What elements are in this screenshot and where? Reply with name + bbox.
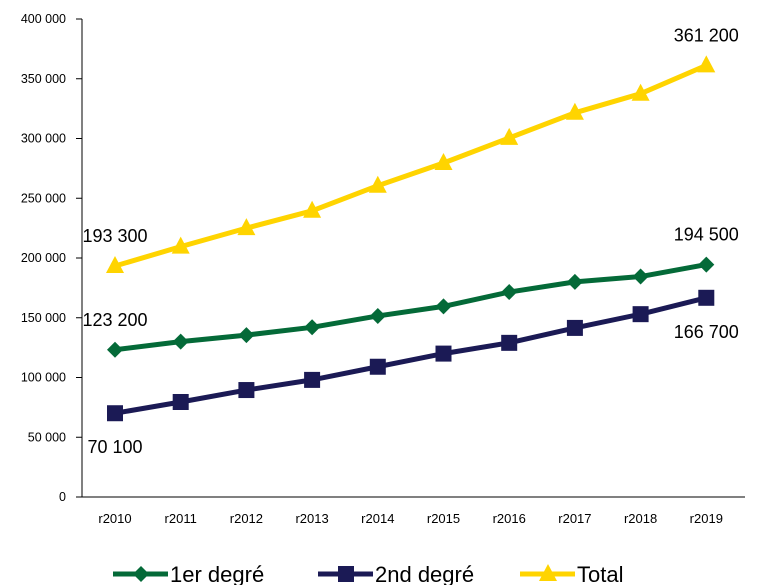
data-point-diamond [238,327,255,344]
data-labels: 193 300 361 200 123 200 194 500 70 100 166 70… [82,25,738,457]
data-point-square [238,382,255,399]
data-point-diamond [107,341,123,358]
y-tick-label: 50 000 [28,430,66,444]
x-tick-label: r2011 [165,511,197,526]
series-line-diamond [114,262,707,353]
data-point-diamond [435,298,452,315]
data-point-triangle [434,152,453,170]
data-point-diamond [172,333,189,350]
legend-label: 2nd degré [375,562,474,585]
x-tick-label: r2018 [624,511,657,526]
data-point-triangle [171,236,190,254]
data-point-triangle [500,127,519,145]
x-tick-label: r2019 [690,511,723,526]
series-line-triangle [114,63,708,269]
y-tick-label: 150 000 [21,311,66,325]
x-tick-label: r2013 [295,511,328,526]
data-point-square [698,289,715,306]
data-point-square [435,345,452,362]
data-point-square [632,306,649,323]
x-tick-label: r2015 [427,511,460,526]
data-point-diamond [632,268,649,285]
x-axis-ticks: r2010 r2011 r2012 r2013 r2014 r2015 r2016 r2017… [98,511,723,526]
data-point-triangle [565,102,584,120]
legend-label: Total [577,562,623,585]
y-tick-label: 300 000 [21,132,66,146]
y-tick-label: 100 000 [21,371,66,385]
data-point-square [369,358,386,375]
data-label: 123 200 [82,310,147,330]
y-tick-label: 200 000 [21,251,66,265]
y-tick-label: 0 [59,490,66,504]
y-axis-ticks: 0 50 000 100 000 150 000 200 000 250 000 300 0… [21,12,82,504]
data-point-diamond [501,284,518,301]
data-point-triangle [303,200,322,218]
data-label: 194 500 [674,225,739,245]
legend: 1er degré 2nd degré Total [113,562,623,585]
data-point-square [566,319,583,336]
legend-label: 1er degré [170,562,264,585]
data-point-square [304,371,321,388]
data-point-triangle [237,218,256,236]
legend-marker-triangle [539,564,557,581]
x-tick-label: r2012 [230,511,263,526]
series-lines [106,55,716,422]
data-point-triangle [697,55,716,73]
legend-marker-square [338,566,354,582]
data-label: 193 300 [82,226,147,246]
y-tick-label: 350 000 [21,72,66,86]
x-tick-label: r2010 [98,511,131,526]
data-point-triangle [368,175,387,193]
data-point-square [172,393,189,410]
data-point-diamond [566,273,583,290]
data-point-diamond [698,256,715,273]
data-point-triangle [106,256,124,274]
data-point-square [501,334,518,351]
legend-marker-diamond [133,566,149,582]
y-tick-label: 400 000 [21,12,66,26]
x-tick-label: r2017 [558,511,591,526]
data-point-diamond [369,307,386,324]
data-label: 70 100 [87,437,142,457]
data-point-square [107,405,123,422]
data-point-diamond [304,319,321,336]
y-tick-label: 250 000 [21,191,66,205]
data-label: 166 700 [674,322,739,342]
series-line-square [114,295,707,416]
x-tick-label: r2014 [361,511,394,526]
data-point-triangle [631,83,650,101]
data-label: 361 200 [674,25,739,45]
x-tick-label: r2016 [493,511,526,526]
